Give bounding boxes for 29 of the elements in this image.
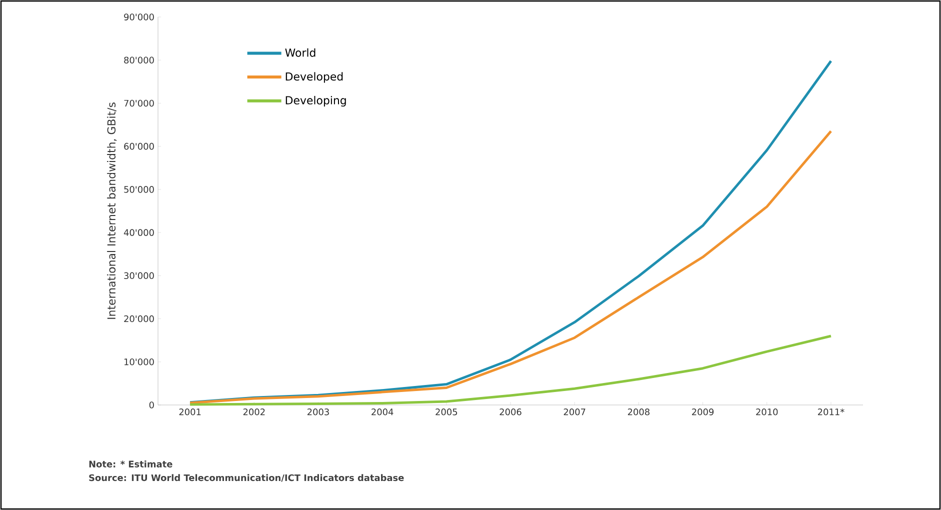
x-tick-label: 2001 bbox=[179, 408, 201, 416]
source-note: Source: ITU World Telecommunication/ICT Indicators database bbox=[89, 474, 404, 482]
y-tick-label: 0 bbox=[149, 402, 154, 408]
y-tick-label: 60'000 bbox=[124, 142, 154, 150]
x-tick-label: 2007 bbox=[564, 408, 586, 416]
x-tick-label: 2008 bbox=[628, 408, 650, 416]
x-tick-label: 2010 bbox=[756, 408, 778, 416]
x-tick-label: 2003 bbox=[307, 408, 329, 416]
x-tick-label: 2002 bbox=[243, 408, 265, 416]
x-tick-label: 2009 bbox=[692, 408, 714, 416]
y-tick-label: 70'000 bbox=[124, 100, 154, 107]
line-series bbox=[188, 130, 832, 404]
y-tick-label: 90'000 bbox=[124, 14, 154, 20]
y-tick-label: 20'000 bbox=[124, 315, 154, 322]
y-tick-label: 50'000 bbox=[124, 186, 154, 193]
line-series bbox=[188, 334, 832, 406]
legend-label: World bbox=[285, 48, 316, 57]
y-tick-label: 40'000 bbox=[124, 229, 154, 236]
y-axis-title: International Internet bandwidth, GBit/s bbox=[107, 102, 117, 319]
y-tick-label: 10'000 bbox=[124, 358, 154, 366]
legend-label: Developed bbox=[286, 72, 343, 83]
y-tick-label: 80'000 bbox=[124, 56, 154, 64]
y-tick-label: 30'000 bbox=[124, 272, 154, 280]
legend-label: Developing bbox=[286, 96, 346, 107]
x-tick-label: 2005 bbox=[436, 408, 458, 416]
text: Note: * Estimate bbox=[89, 460, 172, 468]
x-tick-label: 2006 bbox=[500, 408, 522, 416]
x-tick-label: 2011* bbox=[818, 408, 844, 416]
x-tick-label: 2004 bbox=[372, 408, 394, 416]
